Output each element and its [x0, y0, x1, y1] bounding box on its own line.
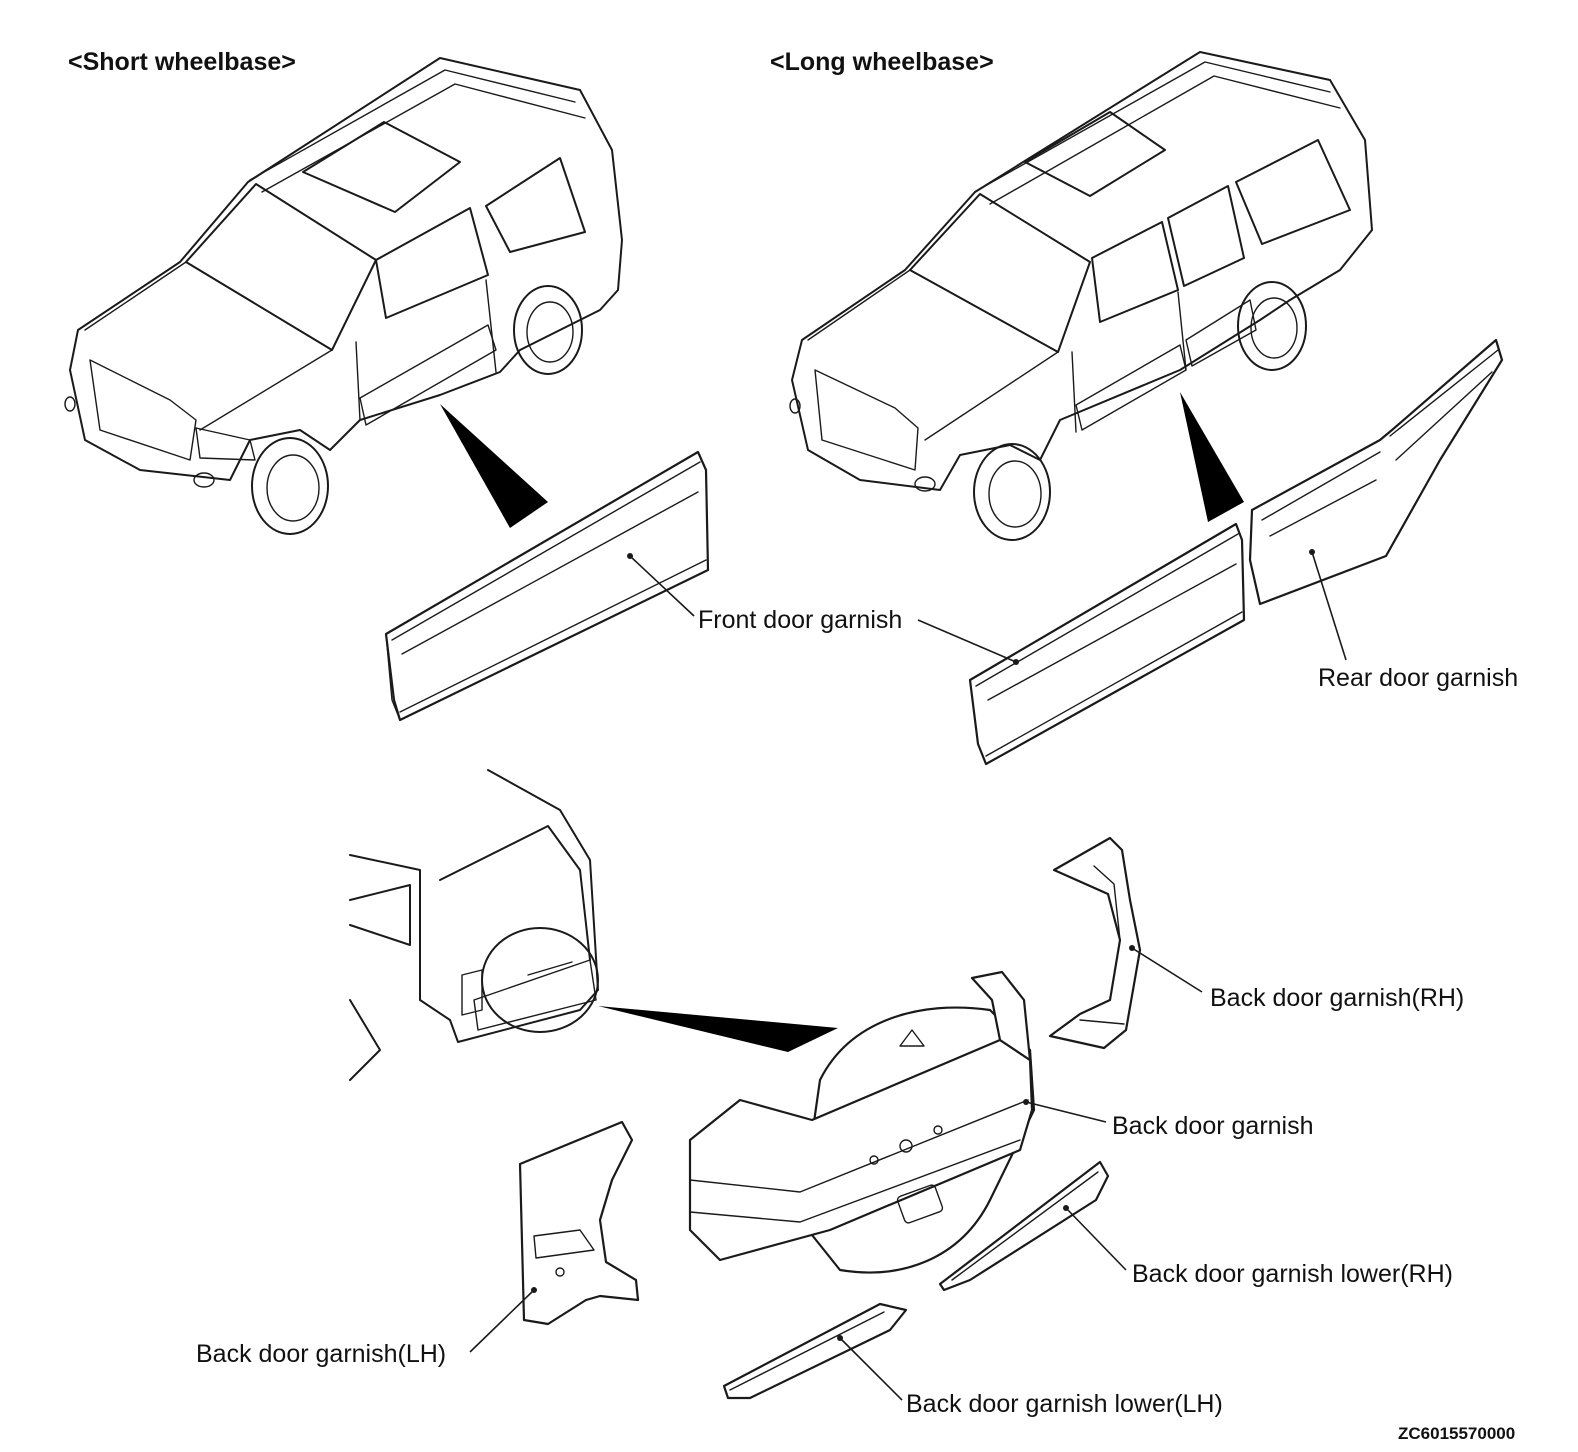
callout-leader-lines: [469, 551, 1347, 1401]
long-wheelbase-pointer-arrow: [1180, 392, 1244, 522]
back-door-pointer-arrow: [598, 1006, 838, 1052]
back-door-garnish-rh-label: Back door garnish(RH): [1210, 984, 1465, 1012]
rear-door-garnish-label: Rear door garnish: [1318, 664, 1519, 692]
long-wheelbase-vehicle-illustration: [789, 51, 1373, 541]
vehicle-rear-illustration: [349, 769, 599, 1081]
back-door-garnish-lh-label: Back door garnish(LH): [196, 1340, 447, 1368]
front-door-garnish-label: Front door garnish: [698, 606, 903, 634]
short-wheelbase-vehicle-illustration: [64, 57, 623, 535]
front-door-garnish-long-part: [968, 522, 1246, 766]
front-door-garnish-short-part: [384, 450, 710, 722]
back-door-garnish-lh-part: [518, 1120, 640, 1326]
long-wheelbase-heading: <Long wheelbase>: [770, 48, 994, 76]
back-door-garnish-lower-lh-label: Back door garnish lower(LH): [906, 1390, 1223, 1418]
back-door-garnish-lower-rh-part: [938, 1160, 1110, 1292]
back-door-garnish-lower-rh-label: Back door garnish lower(RH): [1132, 1260, 1453, 1288]
rear-door-garnish-part: [1248, 338, 1504, 606]
back-door-garnish-part: [688, 970, 1036, 1274]
short-wheelbase-heading: <Short wheelbase>: [68, 48, 296, 76]
back-door-garnish-rh-part: [1048, 836, 1142, 1050]
back-door-garnish-lower-lh-part: [722, 1302, 908, 1400]
back-door-garnish-label: Back door garnish: [1112, 1112, 1314, 1140]
short-wheelbase-pointer-arrow: [440, 404, 548, 528]
figure-code: ZC6015570000: [1398, 1424, 1516, 1443]
